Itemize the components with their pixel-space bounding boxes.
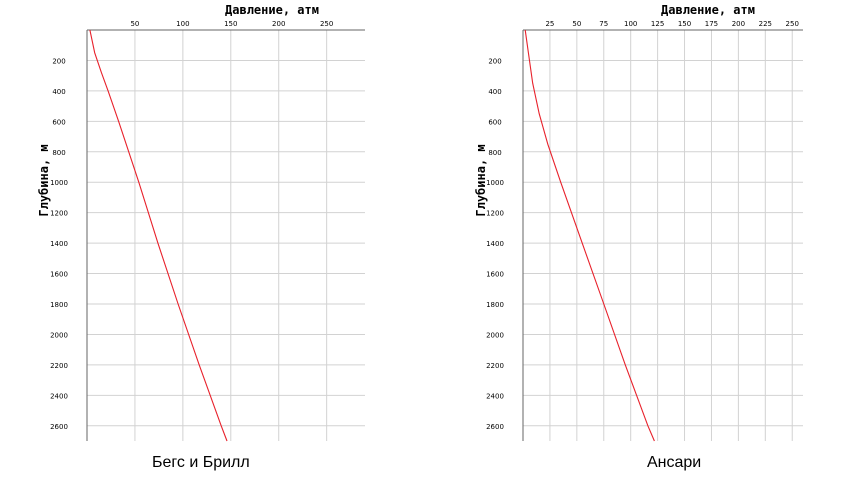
y-tick-label: 200 <box>52 57 65 65</box>
chart-begs-brill: 50 100 150 200 250 200 400 600 800 1000 1200 1400 16… <box>0 0 420 477</box>
y-tick-label: 2400 <box>486 392 504 400</box>
y-tick-label: 1200 <box>50 210 68 218</box>
x-tick-label: 100 <box>176 20 189 28</box>
x-tick-label: 75 <box>599 20 608 28</box>
y-tick-label: 1200 <box>486 210 504 218</box>
y-tick-label: 600 <box>488 118 501 126</box>
x-tick-label: 200 <box>732 20 745 28</box>
x-axis-label: Давление, атм <box>225 3 319 17</box>
y-tick-label: 600 <box>52 118 65 126</box>
y-tick-label: 1800 <box>50 301 68 309</box>
y-tick-label: 2400 <box>50 392 68 400</box>
x-axis-label: Давление, атм <box>661 3 755 17</box>
y-tick-label: 1000 <box>486 179 504 187</box>
x-tick-label: 25 <box>545 20 554 28</box>
y-tick-label: 2000 <box>50 331 68 339</box>
y-tick-label: 2200 <box>486 362 504 370</box>
y-tick-label: 200 <box>488 57 501 65</box>
x-tick-label: 50 <box>130 20 139 28</box>
y-tick-label: 1000 <box>50 179 68 187</box>
y-tick-label: 2600 <box>50 423 68 431</box>
x-tick-label: 225 <box>759 20 772 28</box>
x-tick-label: 150 <box>678 20 691 28</box>
y-tick-label: 1600 <box>50 271 68 279</box>
x-tick-label: 100 <box>624 20 637 28</box>
x-tick-label: 200 <box>272 20 285 28</box>
x-tick-label: 175 <box>705 20 718 28</box>
y-tick-label: 1400 <box>50 240 68 248</box>
x-tick-label: 125 <box>651 20 664 28</box>
y-tick-label: 800 <box>488 149 501 157</box>
y-tick-label: 1400 <box>486 240 504 248</box>
chart-ansari: 25 50 75 100 125 150 175 200 225 250 200 400 600 800 1… <box>430 0 861 477</box>
x-tick-label: 250 <box>320 20 333 28</box>
chart-caption: Ансари <box>647 454 702 471</box>
y-tick-label: 1600 <box>486 271 504 279</box>
y-tick-label: 1800 <box>486 301 504 309</box>
y-axis-label: Глубина, м <box>37 144 51 216</box>
y-tick-label: 2200 <box>50 362 68 370</box>
chart-caption: Бегс и Брилл <box>152 454 250 471</box>
y-tick-label: 2000 <box>486 331 504 339</box>
pressure-depth-line <box>524 29 655 442</box>
y-tick-label: 400 <box>52 88 65 96</box>
x-tick-label: 150 <box>224 20 237 28</box>
chart-begs-brill-plot: 50 100 150 200 250 200 400 600 800 1000 1200 1400 16… <box>37 3 365 442</box>
y-tick-label: 800 <box>52 149 65 157</box>
y-tick-label: 2600 <box>486 423 504 431</box>
y-axis-label: Глубина, м <box>474 144 488 216</box>
x-tick-label: 50 <box>572 20 581 28</box>
chart-ansari-plot: 25 50 75 100 125 150 175 200 225 250 200 400 600 800 1… <box>474 3 803 442</box>
x-tick-label: 250 <box>786 20 799 28</box>
y-tick-label: 400 <box>488 88 501 96</box>
pressure-depth-line <box>89 29 228 442</box>
